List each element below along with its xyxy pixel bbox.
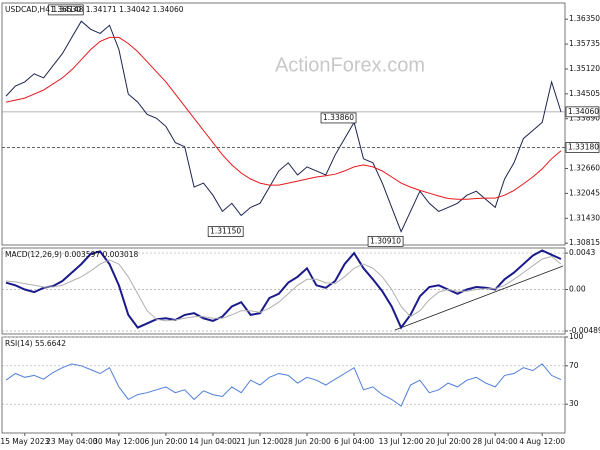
trend-line — [394, 265, 564, 331]
y-tick-label: 70 — [569, 361, 579, 370]
annotation-label: 1.31150 — [210, 227, 241, 236]
x-tick-label: 15 May 2023 — [0, 437, 49, 446]
x-tick-label: 20 Jul 20:00 — [426, 437, 471, 446]
series-line — [5, 36, 562, 200]
y-tick-label: 1.35735 — [569, 39, 600, 48]
series-line — [5, 249, 562, 330]
y-tick-label: 30 — [569, 399, 579, 408]
level-box — [565, 142, 600, 153]
annotation-box — [207, 226, 244, 237]
current-price-label: 1.34060 — [568, 107, 599, 116]
y-tick-label: 1.32045 — [569, 188, 600, 197]
level-label: 1.33180 — [568, 142, 599, 151]
annotation-box — [320, 112, 357, 124]
current-price-box — [565, 106, 600, 118]
annotation-label: 1.30910 — [370, 236, 401, 245]
annotation-label: 1.33860 — [323, 113, 354, 122]
panel-title: RSI(14) 55.6642 — [5, 339, 66, 348]
y-tick-label: 1.31430 — [569, 213, 600, 222]
panel-frame — [1, 2, 566, 246]
y-tick-label: 1.33890 — [569, 114, 600, 123]
x-tick-label: 28 Jul 04:00 — [473, 437, 518, 446]
y-tick-label: 1.30815 — [569, 238, 600, 247]
x-tick-label: 14 Jun 04:00 — [189, 437, 237, 446]
panel-title: MACD(12,26,9) 0.003597 0.003018 — [5, 250, 139, 259]
y-tick-label: 100 — [569, 332, 584, 341]
series-line — [5, 255, 562, 322]
y-tick-label: 1.32660 — [569, 164, 600, 173]
annotation-box — [367, 235, 404, 247]
series-line — [5, 363, 562, 407]
panel-frame — [1, 247, 566, 335]
annotation-box — [47, 4, 84, 16]
annotation-label: 1.36530 — [50, 5, 81, 14]
x-tick-label: 28 Jun 20:00 — [283, 437, 331, 446]
y-tick-label: -0.004895 — [569, 326, 600, 335]
y-tick-label: 0.00 — [569, 285, 586, 294]
x-tick-label: 6 Jul 04:00 — [334, 437, 374, 446]
x-tick-label: 23 May 04:00 — [46, 437, 98, 446]
x-tick-label: 13 Jul 12:00 — [379, 437, 424, 446]
y-tick-label: 1.36350 — [569, 14, 600, 23]
x-tick-label: 30 May 12:00 — [93, 437, 145, 446]
y-tick-label: 0.0043 — [569, 248, 595, 257]
x-tick-label: 21 Jun 12:00 — [236, 437, 284, 446]
x-tick-label: 6 Jun 20:00 — [144, 437, 187, 446]
y-tick-label: 1.35120 — [569, 64, 600, 73]
x-tick-label: 4 Aug 12:00 — [519, 437, 565, 446]
panel-title: USDCAD,H4 1.34148 1.34171 1.34042 1.3406… — [5, 5, 184, 14]
series-line — [5, 20, 562, 233]
watermark: ActionForex.com — [275, 54, 425, 76]
y-tick-label: 1.34505 — [569, 89, 600, 98]
